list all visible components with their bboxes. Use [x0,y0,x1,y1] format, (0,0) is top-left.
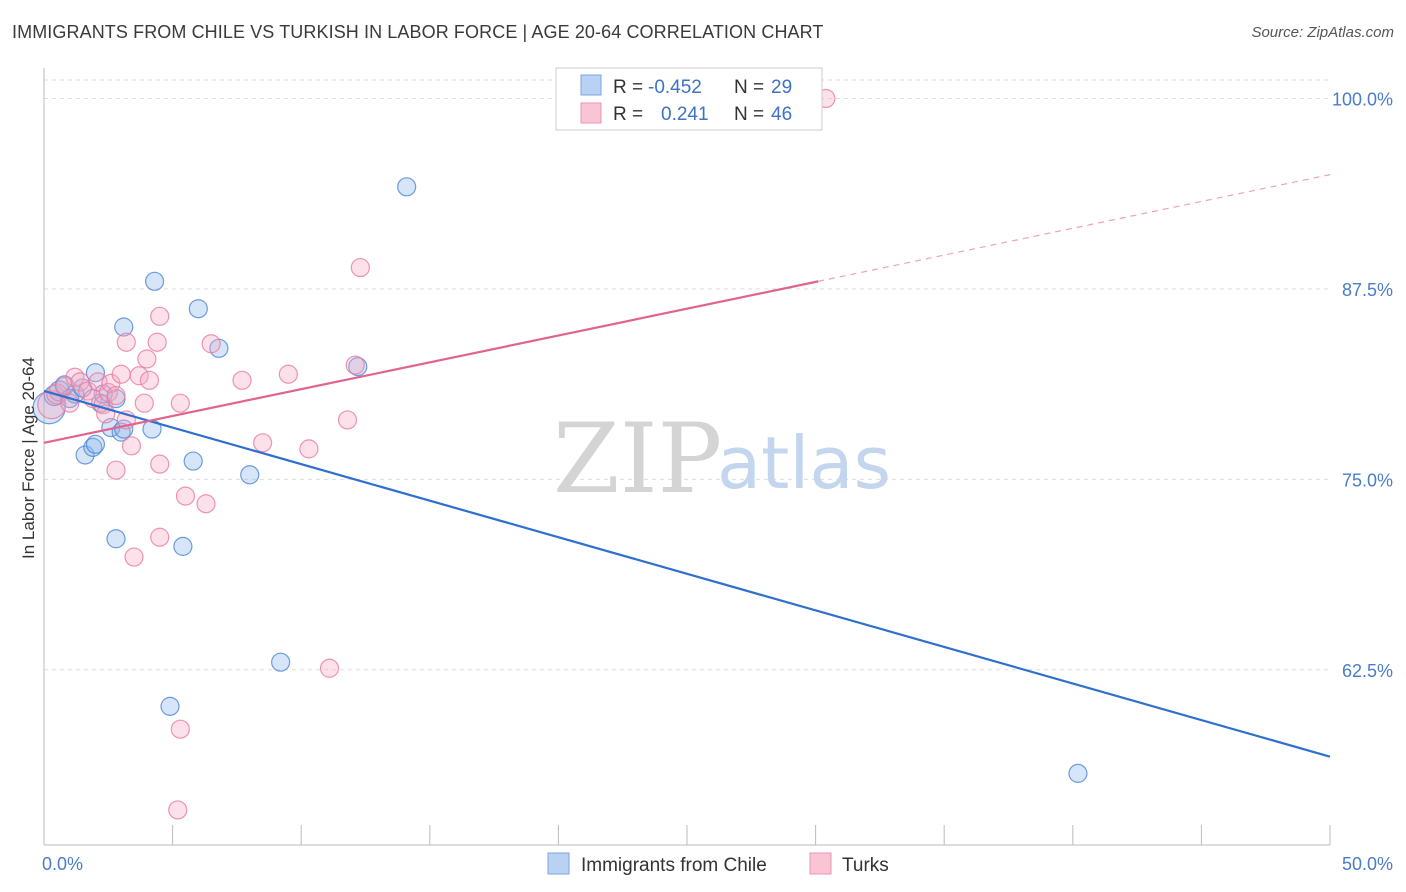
chile-point-25 [106,529,126,549]
turks-point-37 [337,410,358,430]
bottom-legend-label-turks: Turks [842,855,889,876]
turks-trend-line [43,280,819,444]
legend-n-value-blue: 29 [771,77,792,98]
turks-point-14 [111,364,131,384]
legend-n-label-blue: N = [734,77,764,98]
bottom-legend-label-chile: Immigrants from Chile [581,855,767,876]
x-tick-marks [43,825,1331,845]
turks-point-28 [150,454,170,474]
chile-point-24 [173,536,193,556]
x-tick-label-0: 0.0% [42,854,83,874]
turks-point-30 [196,494,216,514]
bottom-legend: Immigrants from Chile Turks [547,852,889,876]
turks-point-21 [139,370,160,390]
turks-point-17 [116,332,136,352]
chile-point-19 [144,271,165,291]
chile-trend-line [43,389,1331,758]
chile-point-18 [114,317,134,337]
turks-point-41 [168,800,188,820]
chile-point-26 [271,652,291,672]
chile-point-12 [85,434,106,454]
watermark: ZIP atlas [553,403,891,515]
legend-r-value-pink: 0.241 [661,104,709,125]
y-axis-label: In Labor Force | Age 20-64 [19,357,38,559]
turks-point-29 [175,486,196,506]
y-tick-label-1: 75.0% [1342,470,1393,490]
scatter-points [32,88,1088,820]
chile-point-30 [1068,763,1088,783]
chile-point-28 [397,177,417,197]
y-tick-label-0: 62.5% [1342,661,1393,681]
chile-point-22 [183,451,203,471]
legend-swatch-blue [580,74,602,96]
turks-point-36 [345,355,365,375]
legend-r-label-pink: R = [613,104,643,125]
legend-n-value-pink: 46 [771,104,792,125]
legend-swatch-pink [580,102,602,124]
legend-box: R = -0.452 N = 29 R = 0.241 N = 46 [555,67,823,131]
turks-point-26 [124,547,144,567]
turks-point-0 [37,390,67,420]
turks-point-39 [319,658,340,678]
turks-point-27 [106,460,126,480]
x-tick-labels: 0.0% 50.0% [42,854,1393,874]
bottom-legend-swatch-turks [809,852,832,875]
turks-point-19 [134,393,154,413]
turks-point-32 [232,370,252,390]
bottom-legend-swatch-chile [547,852,570,875]
legend-r-value-blue: -0.452 [648,77,702,98]
y-tick-label-2: 87.5% [1342,280,1393,300]
turks-point-18 [129,366,149,386]
chile-point-20 [188,299,208,319]
turks-point-38 [350,257,370,278]
turks-point-34 [278,364,298,384]
legend-r-label-blue: R = [613,77,643,98]
turks-point-25 [150,527,170,547]
chart-title: IMMIGRANTS FROM CHILE VS TURKISH IN LABO… [12,22,824,42]
y-tick-label-3: 100.0% [1332,89,1393,109]
turks-trend-extension [818,174,1331,282]
chile-point-27 [160,696,180,716]
watermark-atlas: atlas [717,421,891,505]
turks-point-35 [299,439,319,459]
trend-lines [43,174,1331,758]
legend-n-label-pink: N = [734,104,764,125]
chile-point-23 [240,465,260,485]
watermark-zip: ZIP [553,403,722,515]
turks-point-31 [201,334,221,354]
y-tick-labels: 62.5% 75.0% 87.5% 100.0% [1332,89,1393,680]
turks-point-13 [106,385,126,406]
turks-point-24 [170,393,190,413]
chile-point-11 [83,437,103,457]
x-tick-label-1: 50.0% [1342,854,1393,874]
turks-point-40 [170,719,190,739]
turks-point-23 [150,306,170,326]
turks-point-22 [147,332,167,352]
turks-point-16 [121,436,142,456]
source-credit: Source: ZipAtlas.com [1251,24,1394,41]
turks-point-33 [253,433,273,453]
turks-point-20 [137,349,157,369]
